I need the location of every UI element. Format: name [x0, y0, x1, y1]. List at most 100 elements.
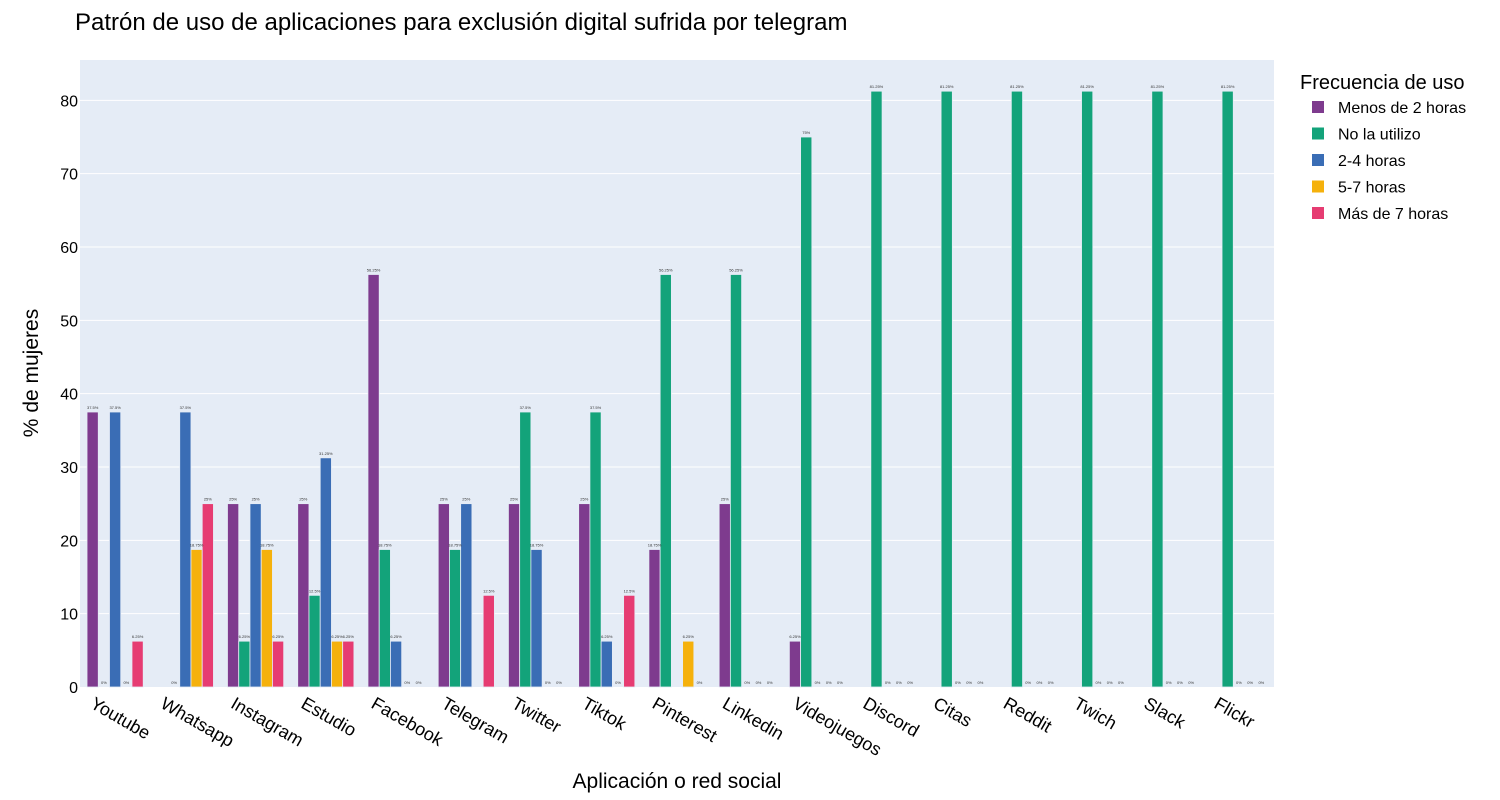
bar: [272, 640, 285, 688]
bar-data-label: 0%: [896, 680, 902, 685]
bar-data-label: 0%: [1166, 680, 1172, 685]
bar-data-label: 81.25%: [1221, 84, 1235, 89]
y-tick-label: 60: [60, 240, 78, 257]
bar-data-label: 6.25%: [601, 634, 613, 639]
bar-data-label: 56.25%: [367, 268, 381, 273]
bar-data-label: 0%: [171, 680, 177, 685]
bar-data-label: 0%: [1177, 680, 1183, 685]
y-axis-ticks: 0 10 20 30 40 50 60 70 80: [60, 93, 78, 697]
x-tick-label: Estudio: [298, 693, 360, 740]
x-tick-label: Citas: [930, 693, 976, 731]
bar: [800, 136, 813, 688]
bar-data-label: 0%: [744, 680, 750, 685]
x-tick-label: Pinterest: [649, 693, 721, 746]
x-tick-label: Twich: [1070, 693, 1120, 733]
bar-data-label: 25%: [721, 497, 729, 502]
bar-data-label: 0%: [837, 680, 843, 685]
bar-data-label: 6.25%: [390, 634, 402, 639]
bar: [578, 503, 591, 688]
y-tick-label: 20: [60, 533, 78, 550]
bar-data-label: 0%: [697, 680, 703, 685]
bar-data-label: 0%: [1025, 680, 1031, 685]
bar-data-label: 6.25%: [331, 634, 343, 639]
bar-data-label: 25%: [440, 497, 448, 502]
bar: [940, 90, 953, 688]
bar-data-label: 0%: [545, 680, 551, 685]
bar: [460, 503, 473, 688]
bar-data-label: 6.25%: [683, 634, 695, 639]
x-tick-label: Telegram: [438, 693, 512, 747]
bar-data-label: 0%: [556, 680, 562, 685]
x-tick-label: Instagram: [228, 693, 307, 750]
x-tick-label: Slack: [1141, 693, 1190, 733]
bar-data-label: 37.5%: [180, 405, 192, 410]
y-tick-label: 0: [69, 680, 78, 697]
bar-data-label: 0%: [966, 680, 972, 685]
legend-item-label: 2-4 horas: [1338, 153, 1406, 170]
legend-item-label: 5-7 horas: [1338, 180, 1406, 197]
bar-data-label: 18.75%: [648, 543, 662, 548]
bar: [179, 411, 192, 688]
bar: [86, 411, 99, 688]
x-tick-label: Youtube: [87, 693, 154, 743]
bar-data-label: 0%: [1247, 680, 1253, 685]
bar-data-label: 18.75%: [448, 543, 462, 548]
legend-item-label: Más de 7 horas: [1338, 206, 1448, 223]
bar-data-label: 56.25%: [729, 268, 743, 273]
chart-title: Patrón de uso de aplicaciones para exclu…: [75, 9, 847, 36]
bar-data-label: 25%: [462, 497, 470, 502]
bar-data-label: 0%: [615, 680, 621, 685]
bar-data-label: 0%: [1236, 680, 1242, 685]
bar: [131, 640, 144, 688]
legend-item-label: Menos de 2 horas: [1338, 100, 1466, 117]
bar-data-label: 0%: [907, 680, 913, 685]
bar-data-label: 0%: [1258, 680, 1264, 685]
bar: [190, 549, 203, 688]
legend: Frecuencia de uso Menos de 2 horas No la …: [1300, 72, 1466, 223]
plot-area: [80, 60, 1274, 687]
bar-data-label: 0%: [1118, 680, 1124, 685]
bar-data-label: 0%: [978, 680, 984, 685]
bar-data-label: 56.25%: [659, 268, 673, 273]
bar-data-label: 81.25%: [1010, 84, 1024, 89]
bar-data-label: 6.25%: [343, 634, 355, 639]
bar-data-label: 25%: [252, 497, 260, 502]
bar: [508, 503, 521, 688]
bar: [319, 457, 332, 688]
bar: [1151, 90, 1164, 688]
legend-swatch: [1312, 101, 1324, 113]
bar-data-label: 0%: [826, 680, 832, 685]
bar-data-label: 0%: [815, 680, 821, 685]
bar-data-label: 6.25%: [272, 634, 284, 639]
bar-data-label: 25%: [204, 497, 212, 502]
bar-data-label: 18.75%: [260, 543, 274, 548]
bar: [1221, 90, 1234, 688]
bar: [659, 274, 672, 688]
x-tick-label: Facebook: [368, 693, 447, 750]
bar: [260, 549, 273, 688]
bar-data-label: 81.25%: [1151, 84, 1165, 89]
bar-data-label: 81.25%: [940, 84, 954, 89]
bar-data-label: 0%: [101, 680, 107, 685]
bar: [308, 594, 321, 688]
x-tick-label: Linkedin: [719, 693, 787, 744]
bar: [238, 640, 251, 688]
bar: [729, 274, 743, 688]
bar-data-label: 0%: [123, 680, 129, 685]
y-axis-title: % de mujeres: [20, 309, 43, 437]
bar-data-label: 0%: [1188, 680, 1194, 685]
bar: [600, 640, 613, 688]
bar-data-label: 37.5%: [590, 405, 602, 410]
bar: [297, 503, 310, 688]
x-tick-label: Tiktok: [579, 693, 631, 734]
bar-data-label: 0%: [955, 680, 961, 685]
y-tick-label: 70: [60, 167, 78, 184]
legend-swatch: [1312, 127, 1324, 140]
bar: [870, 90, 883, 688]
bar: [1010, 90, 1023, 688]
bar-data-label: 0%: [1107, 680, 1113, 685]
y-tick-label: 10: [60, 607, 78, 624]
bar-data-label: 12.5%: [483, 588, 495, 593]
